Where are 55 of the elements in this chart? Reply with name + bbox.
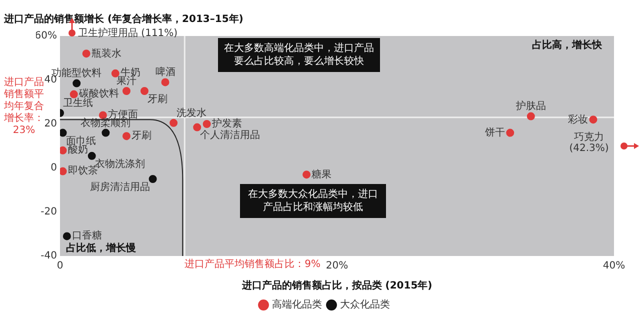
point — [526, 112, 535, 120]
annotation: 瓶装水 — [91, 48, 122, 60]
ref-line-label: 进口产品销售额平均年复合增长率：23% — [3, 77, 44, 138]
annotation: 洗发水 — [176, 108, 207, 119]
annotation: 酸奶 — [68, 144, 88, 156]
ref-line-label: 进口产品平均销售额占比：9% — [184, 259, 321, 271]
annotation: 饼干 — [485, 127, 506, 138]
point — [170, 118, 178, 127]
point — [72, 79, 81, 88]
point — [122, 132, 130, 140]
point — [140, 87, 148, 95]
y-tick-label: -40 — [40, 250, 57, 262]
annotation: 口香糖 — [72, 230, 102, 242]
annotation: 占比高，增长快 — [532, 38, 602, 52]
x-axis-title: 进口产品的销售额占比，按品类 (2015年) — [240, 280, 432, 292]
point — [60, 146, 67, 154]
point — [161, 78, 170, 86]
annotation: 厨房清洁用品 — [90, 182, 150, 193]
y-tick-label: 20 — [44, 118, 57, 130]
annotation: 护肤品 — [516, 101, 546, 112]
annotation: 牙刷 — [147, 94, 168, 105]
x-tick-label: 40% — [602, 260, 626, 272]
legend-label: 高端化品类 — [272, 298, 322, 311]
point — [202, 120, 211, 128]
annotation: 巧克力 (42.3%) — [568, 132, 610, 154]
annotation: 糖果 — [312, 169, 332, 180]
point — [122, 87, 130, 95]
point — [102, 128, 110, 137]
x-tick-label: 20% — [326, 260, 348, 272]
annotation: 即饮茶 — [68, 166, 98, 177]
annotation: 牙刷 — [131, 130, 152, 142]
point — [589, 116, 598, 124]
point — [60, 167, 67, 176]
annotation: 卫生纸 — [63, 98, 93, 109]
annotation: 个人清洁用品 — [200, 130, 260, 142]
y-tick-label: 0 — [50, 162, 57, 174]
point — [148, 175, 157, 183]
point — [82, 50, 90, 58]
point — [193, 123, 202, 132]
point — [88, 152, 96, 160]
annotation: 在大多数高端化品类中，进口产品要么占比较高，要么增长较快 — [218, 38, 380, 72]
y-tick-label: -20 — [40, 206, 57, 218]
point — [506, 128, 514, 137]
point — [62, 232, 71, 240]
point — [111, 69, 120, 78]
annotation: 在大多数大众化品类中，进口产品占比和涨幅均较低 — [240, 184, 386, 218]
annotation: 卫生护理用品 (111%) — [78, 28, 178, 39]
annotation: 彩妆 — [568, 114, 588, 126]
annotation: 啤酒 — [155, 67, 176, 78]
legend-label: 大众化品类 — [340, 298, 390, 311]
point — [60, 128, 67, 137]
y-tick-label: 40 — [44, 74, 57, 86]
point — [302, 170, 311, 179]
annotation: 护发素 — [212, 118, 242, 130]
annotation: 占比低，增长慢 — [66, 242, 136, 255]
